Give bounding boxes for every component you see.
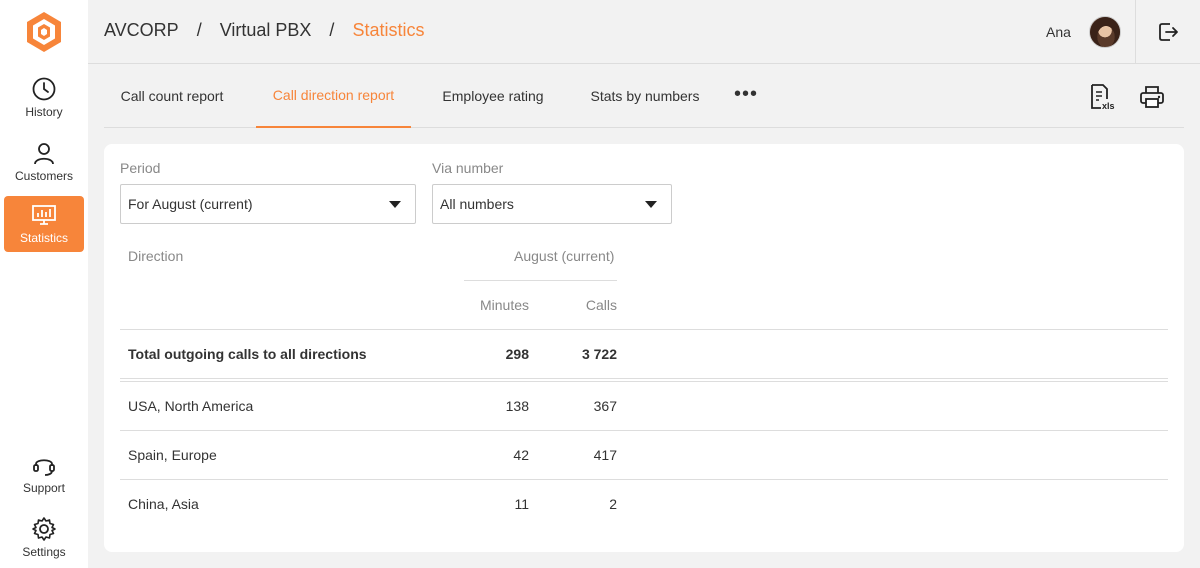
- sidebar-item-label: History: [25, 105, 63, 119]
- breadcrumb-item-service[interactable]: Virtual PBX: [219, 20, 312, 40]
- period-select[interactable]: For August (current): [120, 184, 416, 224]
- tab-call-count-report[interactable]: Call count report: [120, 88, 224, 104]
- sidebar-item-customers[interactable]: Customers: [4, 134, 84, 190]
- sidebar-item-label: Support: [22, 481, 66, 495]
- calls-cell: 2: [609, 496, 617, 512]
- breadcrumb: AVCORP / Virtual PBX / Statistics: [104, 20, 424, 41]
- logo-icon[interactable]: [22, 10, 66, 54]
- chart-monitor-icon: [32, 205, 56, 225]
- direction-cell: China, Asia: [128, 496, 199, 512]
- svg-text:xls: xls: [1102, 101, 1115, 111]
- header-divider: [464, 280, 617, 281]
- sidebar-item-settings[interactable]: Settings: [4, 510, 84, 566]
- avatar[interactable]: [1089, 16, 1121, 48]
- breadcrumb-item-company[interactable]: AVCORP: [104, 20, 179, 40]
- gear-icon: [32, 517, 56, 541]
- direction-cell: USA, North America: [128, 398, 254, 414]
- header-divider: [1135, 0, 1136, 64]
- user-name[interactable]: Ana: [1046, 24, 1071, 40]
- calls-cell: 367: [593, 398, 617, 414]
- direction-cell: Spain, Europe: [128, 447, 217, 463]
- direction-column-header: Direction: [128, 248, 184, 264]
- row-divider: [120, 381, 1168, 382]
- minutes-column-header: Minutes: [479, 297, 529, 313]
- tab-employee-rating[interactable]: Employee rating: [442, 88, 544, 104]
- sidebar-item-label: Statistics: [19, 231, 68, 245]
- total-calls: 3 722: [581, 346, 617, 362]
- total-direction: Total outgoing calls to all directions: [128, 346, 367, 362]
- breadcrumb-separator: /: [329, 20, 335, 40]
- minutes-cell: 138: [505, 398, 529, 414]
- logout-icon[interactable]: [1156, 20, 1180, 44]
- clock-icon: [32, 77, 56, 101]
- calls-column-header: Calls: [585, 297, 617, 313]
- caret-down-icon: [645, 201, 657, 208]
- sidebar: History Customers Statistics Support Se: [0, 0, 88, 568]
- period-select-value: For August (current): [128, 196, 253, 212]
- printer-icon[interactable]: [1138, 83, 1166, 111]
- via-number-select[interactable]: All numbers: [432, 184, 672, 224]
- sidebar-item-support[interactable]: Support: [4, 446, 84, 502]
- minutes-cell: 11: [514, 496, 529, 512]
- xls-file-icon[interactable]: xls: [1088, 83, 1116, 111]
- tab-stats-by-numbers[interactable]: Stats by numbers: [590, 88, 700, 104]
- total-minutes: 298: [505, 346, 529, 362]
- sidebar-item-history[interactable]: History: [4, 70, 84, 126]
- breadcrumb-separator: /: [196, 20, 202, 40]
- report-tabs: Call count report Call direction report …: [104, 64, 1184, 128]
- breadcrumb-item-current: Statistics: [352, 20, 425, 40]
- more-tabs-button[interactable]: •••: [734, 83, 759, 105]
- report-card: Period For August (current) Via number A…: [104, 144, 1184, 552]
- caret-down-icon: [389, 201, 401, 208]
- via-number-label: Via number: [432, 160, 504, 176]
- row-divider: [120, 430, 1168, 431]
- sidebar-item-label: Settings: [22, 545, 66, 559]
- headset-icon: [33, 459, 55, 476]
- sidebar-item-label: Customers: [14, 169, 73, 183]
- calls-cell: 417: [593, 447, 617, 463]
- sidebar-item-statistics[interactable]: Statistics: [4, 196, 84, 252]
- period-column-header: August (current): [514, 248, 615, 264]
- row-divider: [120, 378, 1168, 379]
- person-icon: [34, 143, 54, 165]
- tab-call-direction-report[interactable]: Call direction report: [256, 64, 411, 128]
- row-divider: [120, 329, 1168, 330]
- period-label: Period: [120, 160, 161, 176]
- via-number-select-value: All numbers: [440, 196, 514, 212]
- minutes-cell: 42: [513, 447, 529, 463]
- row-divider: [120, 479, 1168, 480]
- top-header: AVCORP / Virtual PBX / Statistics Ana: [88, 0, 1200, 64]
